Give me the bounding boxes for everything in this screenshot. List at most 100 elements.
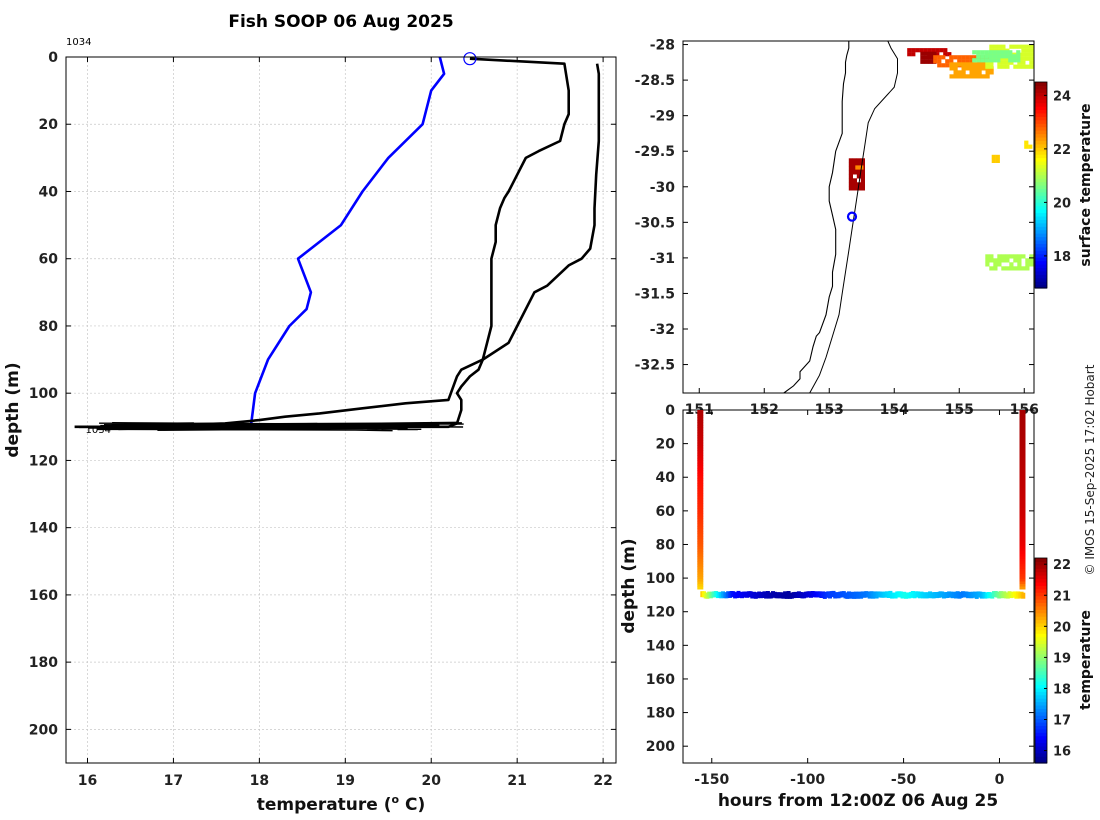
section-colorbar-tick-label: 19 bbox=[1053, 651, 1071, 666]
sst-pixel bbox=[853, 170, 857, 174]
map-y-tick-label: -28 bbox=[650, 38, 675, 54]
section-profile-point bbox=[1020, 587, 1026, 590]
sst-pixel bbox=[928, 60, 932, 64]
sst-pixel bbox=[986, 70, 990, 74]
section-colorbar-segment bbox=[1035, 746, 1047, 750]
sst-pixel bbox=[976, 54, 980, 58]
section-colorbar-segment bbox=[1035, 705, 1047, 709]
sst-pixel bbox=[950, 62, 954, 66]
sst-pixel bbox=[958, 70, 962, 74]
sst-pixel bbox=[853, 182, 857, 186]
sst-pixel bbox=[974, 70, 978, 74]
sst-pixel bbox=[849, 186, 853, 190]
sst-pixel bbox=[1016, 54, 1020, 58]
sst-pixel bbox=[1017, 45, 1021, 49]
sst-pixel bbox=[1000, 50, 1004, 54]
profile-y-tick-label: 180 bbox=[29, 655, 58, 671]
map-colorbar-segment bbox=[1035, 261, 1047, 265]
sst-pixel bbox=[1005, 254, 1009, 258]
map-colorbar-segment bbox=[1035, 281, 1047, 285]
map-colorbar-segment bbox=[1035, 106, 1047, 110]
sst-pixel bbox=[861, 182, 865, 186]
sst-pixel bbox=[989, 266, 993, 270]
section-colorbar-segment bbox=[1035, 620, 1047, 624]
map-colorbar-segment bbox=[1035, 127, 1047, 131]
profile-x-tick-label: 22 bbox=[593, 773, 612, 789]
sst-pixel bbox=[920, 56, 924, 60]
section-profile-point bbox=[1020, 473, 1026, 476]
map-y-tick-label: -32.5 bbox=[635, 358, 675, 374]
sst-pixel bbox=[907, 48, 911, 52]
sst-pixel bbox=[923, 48, 927, 52]
sst-pixel bbox=[1005, 258, 1009, 262]
credit-text: © IMOS 15-Sep-2025 17:02 Hobart bbox=[1083, 364, 1097, 575]
sst-pixel bbox=[997, 262, 1001, 266]
map-colorbar-segment bbox=[1035, 123, 1047, 127]
map-colorbar-tick-label: 18 bbox=[1053, 250, 1071, 265]
sst-pixel bbox=[953, 55, 957, 59]
profile-y-tick-label: 60 bbox=[39, 252, 59, 268]
profile-y-tick-label: 40 bbox=[39, 184, 59, 200]
sst-pixel bbox=[978, 74, 982, 78]
sst-pixel bbox=[1025, 262, 1029, 266]
section-bottom-point bbox=[1021, 593, 1025, 599]
section-profile-point bbox=[697, 415, 703, 418]
section-colorbar-tick-label: 22 bbox=[1053, 558, 1071, 573]
sst-pixel bbox=[1029, 65, 1033, 69]
sst-pixel bbox=[1021, 254, 1025, 258]
sst-pixel bbox=[1029, 49, 1033, 53]
sst-pixel bbox=[861, 174, 865, 178]
section-colorbar-segment bbox=[1035, 732, 1047, 736]
sst-pixel bbox=[849, 178, 853, 182]
sst-pixel bbox=[937, 59, 941, 63]
profile-y-tick-label: 140 bbox=[29, 521, 58, 537]
sst-pixel bbox=[1021, 57, 1025, 61]
sst-pixel bbox=[993, 266, 997, 270]
map-colorbar-segment bbox=[1035, 274, 1047, 278]
sst-pixel bbox=[1028, 145, 1032, 149]
sst-pixel bbox=[982, 62, 986, 66]
map-colorbar-segment bbox=[1035, 267, 1047, 271]
map-colorbar-segment bbox=[1035, 137, 1047, 141]
section-profile-point bbox=[697, 566, 703, 569]
sst-pixel bbox=[954, 62, 958, 66]
sst-pixel bbox=[992, 54, 996, 58]
sst-pixel bbox=[861, 178, 865, 182]
sst-pixel bbox=[849, 158, 853, 162]
sst-pixel bbox=[1017, 258, 1021, 262]
profile-x-tick-label: 20 bbox=[421, 773, 441, 789]
section-colorbar-segment bbox=[1035, 568, 1047, 572]
profile-y-tick-label: 0 bbox=[48, 50, 58, 66]
sst-pixel bbox=[1005, 266, 1009, 270]
section-profile-point bbox=[697, 438, 703, 441]
sst-pixel bbox=[985, 262, 989, 266]
map-colorbar-segment bbox=[1035, 216, 1047, 220]
section-profile-point bbox=[697, 508, 703, 511]
profile-xlabel-unit: C) bbox=[399, 795, 425, 815]
section-y-tick-label: 60 bbox=[656, 504, 676, 520]
sst-pixel bbox=[965, 55, 969, 59]
section-colorbar-segment bbox=[1035, 664, 1047, 668]
sst-pixel bbox=[919, 48, 923, 52]
sst-pixel bbox=[849, 174, 853, 178]
sst-pixel bbox=[1017, 254, 1021, 258]
section-profile-point bbox=[697, 463, 703, 466]
sst-pixel bbox=[1013, 65, 1017, 69]
sst-pixel bbox=[933, 55, 937, 59]
sst-pixel bbox=[989, 258, 993, 262]
profile-x-tick-label: 19 bbox=[336, 773, 355, 789]
sst-pixel bbox=[1009, 45, 1013, 49]
profile-x-tick-label: 21 bbox=[507, 773, 526, 789]
section-colorbar-segment bbox=[1035, 582, 1047, 586]
section-colorbar-segment bbox=[1035, 722, 1047, 726]
map-colorbar-segment bbox=[1035, 164, 1047, 168]
map-colorbar-segment bbox=[1035, 168, 1047, 172]
section-colorbar-segment bbox=[1035, 691, 1047, 695]
sst-pixel bbox=[966, 62, 970, 66]
section-profile-point bbox=[697, 496, 703, 499]
sst-pixel bbox=[1001, 65, 1005, 69]
map-y-tick-label: -32 bbox=[650, 322, 675, 338]
map-colorbar-segment bbox=[1035, 206, 1047, 210]
section-profile-point bbox=[697, 544, 703, 547]
sst-pixel bbox=[1029, 258, 1033, 262]
